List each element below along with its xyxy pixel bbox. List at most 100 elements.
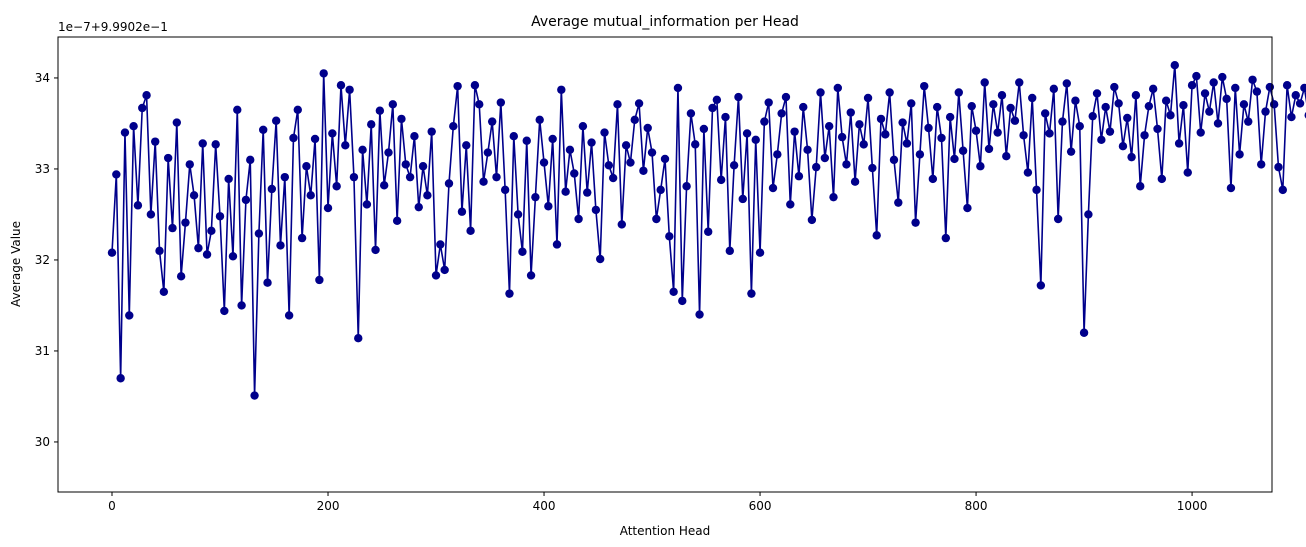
data-point [198, 139, 207, 148]
data-point [924, 123, 933, 133]
data-point [1248, 75, 1257, 84]
data-point [1183, 168, 1192, 177]
data-point [345, 85, 354, 94]
data-point [1084, 210, 1093, 219]
data-point [760, 117, 769, 126]
data-point [643, 123, 652, 133]
data-point [803, 145, 812, 155]
data-point [297, 233, 307, 243]
data-point [475, 100, 484, 109]
data-point [812, 162, 821, 172]
data-point [824, 121, 834, 131]
data-point [1170, 61, 1179, 70]
data-point [1235, 150, 1244, 159]
data-point [911, 218, 920, 227]
data-point [721, 112, 730, 122]
data-point [1157, 174, 1167, 184]
data-point [1006, 103, 1015, 113]
data-point [738, 194, 747, 204]
data-point [583, 188, 592, 197]
data-point [1231, 83, 1240, 93]
data-point [997, 91, 1007, 100]
data-point [669, 287, 678, 296]
data-point [470, 81, 480, 90]
data-point [1118, 142, 1128, 151]
x-tick-label: 600 [749, 499, 772, 513]
data-point [449, 121, 458, 131]
data-point [734, 92, 743, 102]
data-point [656, 185, 665, 195]
data-point [440, 265, 449, 275]
data-point [816, 88, 825, 97]
data-point [500, 185, 510, 195]
data-point [833, 83, 843, 93]
data-point [293, 105, 302, 115]
data-point [328, 129, 337, 138]
data-point [522, 136, 531, 145]
data-point [306, 191, 315, 200]
data-point [678, 296, 687, 306]
data-point [414, 202, 423, 212]
data-point [639, 166, 648, 175]
data-point [496, 98, 506, 107]
data-point [1257, 160, 1266, 169]
data-point [850, 177, 860, 186]
data-point [989, 100, 998, 109]
data-point [375, 106, 385, 115]
y-axis-label: Average Value [9, 221, 23, 307]
data-point [915, 150, 925, 159]
data-point [151, 137, 160, 146]
data-point [418, 162, 428, 171]
data-point [548, 134, 557, 144]
data-point [483, 148, 493, 157]
data-point [194, 243, 203, 253]
y-axis-offset-text: 1e−7+9.9902e−1 [58, 20, 168, 34]
data-point [1179, 101, 1188, 110]
data-point [980, 78, 989, 87]
data-point [885, 88, 894, 97]
data-point [932, 102, 942, 112]
data-point [423, 191, 432, 200]
data-point [116, 374, 125, 383]
data-point [505, 289, 514, 298]
data-point [928, 174, 938, 184]
y-tick-label: 33 [35, 162, 50, 176]
data-point [392, 216, 402, 226]
data-point [855, 120, 864, 129]
data-point [963, 203, 972, 213]
data-point [362, 200, 372, 209]
data-point [1015, 78, 1024, 87]
data-point [284, 311, 294, 320]
data-point [479, 177, 488, 186]
data-point [695, 310, 704, 319]
data-point [125, 311, 134, 320]
data-point [647, 148, 657, 157]
data-point [172, 118, 182, 127]
data-point [1058, 117, 1067, 126]
data-point [626, 158, 635, 167]
data-point [773, 150, 782, 159]
data-point [142, 91, 151, 100]
data-point [1196, 128, 1205, 137]
series-line [111, 64, 1306, 397]
y-tick-label: 30 [35, 435, 50, 449]
data-point [535, 115, 544, 125]
data-point [902, 139, 912, 148]
data-point [138, 103, 147, 113]
data-point [228, 252, 238, 261]
data-point [794, 172, 804, 181]
data-point [444, 179, 454, 188]
data-point [1066, 147, 1076, 156]
data-point [1187, 81, 1197, 90]
data-point [319, 69, 328, 78]
data-point [613, 100, 622, 109]
data-point [431, 271, 441, 280]
data-point [310, 134, 320, 144]
data-point [790, 127, 799, 136]
data-point [1049, 84, 1059, 94]
data-point [1269, 100, 1279, 109]
data-point [1127, 152, 1136, 162]
data-point [837, 132, 847, 142]
data-point [323, 203, 333, 213]
data-point [596, 254, 605, 264]
